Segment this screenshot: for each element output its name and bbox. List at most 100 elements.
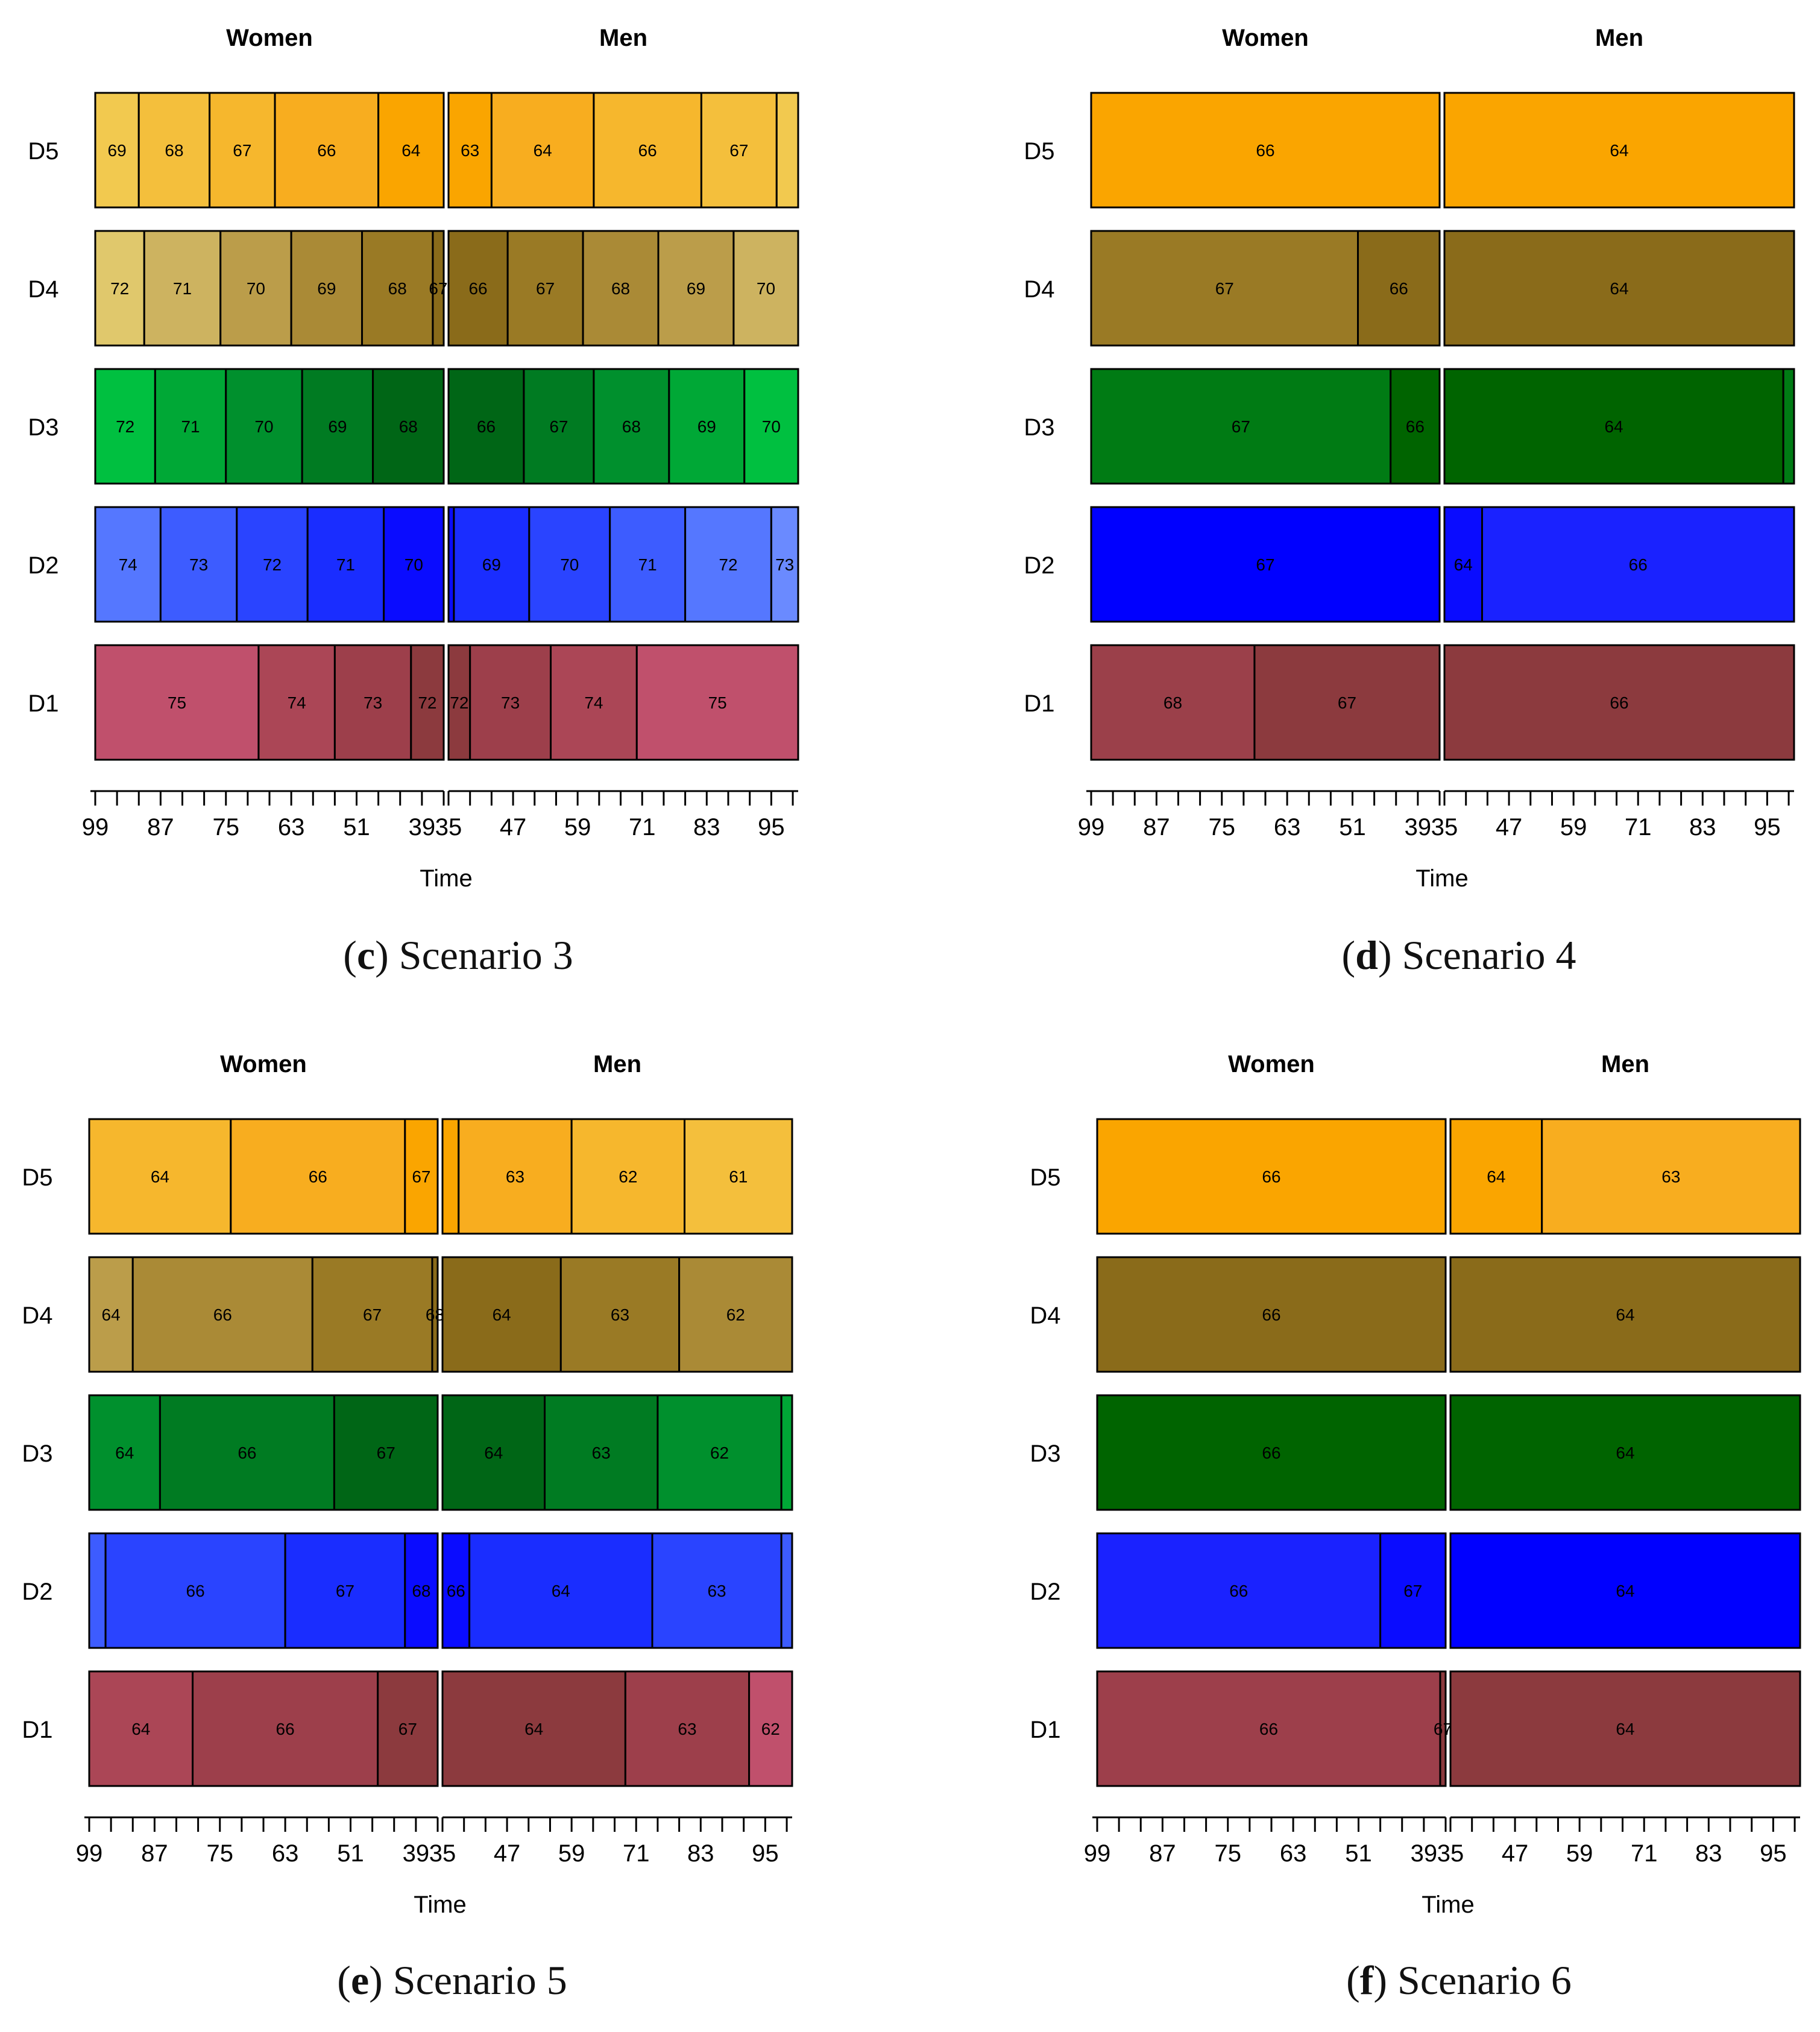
tick-label: 51 [337,1840,364,1867]
bar-segment [1449,1532,1801,1649]
bar-segment [1443,92,1795,209]
bar-segment [383,506,445,623]
women-bar-d4: 72 71 70 69 68 67 [94,230,448,347]
row-label-d2: D2 [22,1579,52,1605]
tick-label: 83 [1689,814,1716,841]
bar-segment [306,506,385,623]
segment-label: 72 [719,555,737,574]
segment-label: 63 [592,1444,611,1462]
women-bar-d1: 75 74 73 72 [94,644,445,761]
men-bar-d1: 72 73 74 75 [447,644,799,761]
bar-segment [159,506,238,623]
bar-segment [1449,1394,1801,1511]
row-label-d4: D4 [22,1302,52,1329]
bar-segment [490,92,595,209]
row-label-d1: D1 [22,1717,52,1743]
row-label-d2: D2 [1030,1579,1060,1605]
segment-label: 64 [552,1582,570,1600]
segment-label: 64 [524,1720,543,1738]
segment-label: 67 [1403,1582,1422,1600]
women-bar-d2: 66 67 68 [88,1532,439,1649]
bar-segment [1253,644,1441,761]
women-bar-d3: 67 66 [1090,368,1441,485]
panel-scenario-6: Women Men D5 66 64 63 D4 66 64 D3 66 64 D2 66 67 64 D1 66… [1026,1038,1820,1946]
segment-label: 62 [761,1720,780,1738]
segment-label: 66 [638,141,657,160]
segment-label: 64 [151,1167,169,1186]
bar-segment [404,1118,439,1235]
x-axis-title: Time [420,865,472,892]
row-label-d3: D3 [28,414,58,441]
row-label-d3: D3 [1030,1440,1060,1467]
tick-label: 75 [1215,1840,1242,1867]
tick-label: 59 [1566,1840,1593,1867]
bar-segment [544,1394,659,1511]
tick-label: 59 [558,1840,585,1867]
segment-label: 67 [429,279,447,298]
row-label-d5: D5 [1024,138,1054,165]
segment-label: 72 [116,417,134,436]
segment-label: 63 [611,1305,629,1324]
bar-segment [361,230,434,347]
x-axis-title: Time [1422,1892,1474,1918]
bar-segment [1090,368,1392,485]
segment-label: 66 [1262,1305,1280,1324]
tick-label: 71 [1631,1840,1658,1867]
segment-label: 66 [238,1444,256,1462]
segment-label: 67 [536,279,555,298]
segment-label: 69 [328,417,347,436]
segment-label: 66 [1629,555,1648,574]
segment-label: 66 [468,279,487,298]
bar-segment [1096,1118,1447,1235]
women-bar-d4: 67 66 [1090,230,1441,347]
segment-label: 66 [1229,1582,1248,1600]
segment-label: 68 [165,141,183,160]
bar-segment [225,368,303,485]
bar-segment [88,1670,194,1787]
men-bar-d5: 64 63 [1449,1118,1801,1235]
segment-label: 66 [186,1582,205,1600]
caption-letter: d [1355,932,1378,978]
segment-label: 70 [560,555,579,574]
tick-label: 71 [623,1840,650,1867]
bar-segment [1449,1118,1543,1235]
bar-segment [154,368,227,485]
bar-segment [447,92,493,209]
tick-label: 99 [1084,1840,1111,1867]
tick-label: 63 [272,1840,299,1867]
tick-label: 35 [429,1840,456,1867]
bar-segment [88,1118,232,1235]
men-bar-d4: 64 63 62 [441,1256,793,1373]
segment-label: 64 [534,141,552,160]
bar-segment [780,1394,793,1511]
segment-label: 66 [1259,1720,1278,1738]
caption-text: Scenario 5 [392,1957,567,2003]
tick-label: 47 [1502,1840,1529,1867]
segment-label: 66 [309,1167,327,1186]
segment-label: 73 [501,693,520,712]
tick-label: 47 [500,814,527,841]
bar-segment [593,92,702,209]
tick-label: 35 [1437,1840,1464,1867]
men-bar-d3: 66 67 68 69 70 [447,368,799,485]
segment-label: 64 [1616,1582,1634,1600]
segment-label: 64 [131,1720,150,1738]
segment-label: 67 [336,1582,354,1600]
men-bar-d2: 64 [1449,1532,1801,1649]
segment-label: 64 [1487,1167,1505,1186]
women-bar-d5: 66 [1090,92,1441,209]
bar-segment [780,1532,793,1649]
segment-label: 68 [622,417,641,436]
bar-segment [1096,1532,1382,1649]
row-label-d3: D3 [1024,414,1054,441]
segment-label: 67 [1256,555,1274,574]
bar-segment [506,230,584,347]
men-bar-d3: 64 [1449,1394,1801,1511]
segment-label: 73 [775,555,794,574]
x-axis-title: Time [414,1892,466,1918]
panel-scenario-3: Women Men D5 69 68 67 66 64 63 64 66 67 D4 72 71 70 69 68… [24,12,820,920]
segment-label: 68 [1163,693,1182,712]
time-axis: 99 87 75 63 51 39 35 47 59 71 83 95 [1078,790,1794,841]
segment-label: 66 [1256,141,1274,160]
bar-segment [88,1394,161,1511]
